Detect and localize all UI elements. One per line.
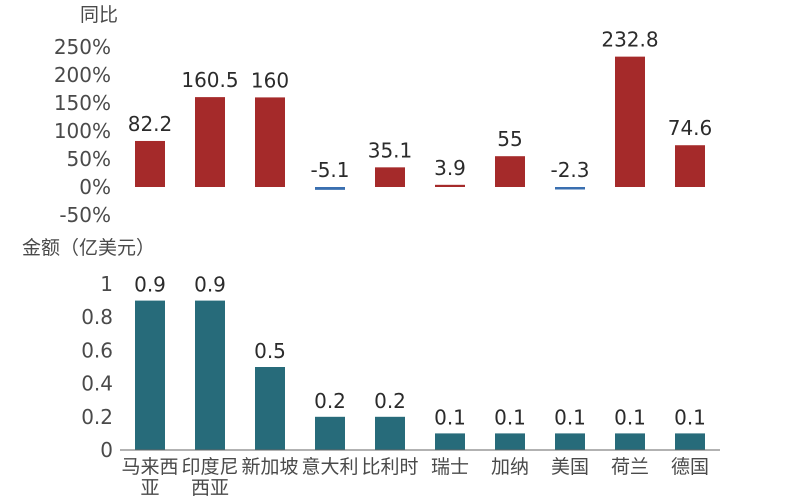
yoy-bar-chart: 250% 200% 150% 100% 50% 0% -50% 82.2 160.5 160 -5.… xyxy=(54,28,712,227)
yoy-y-tick: 0% xyxy=(79,175,111,199)
category-label: 瑞士 xyxy=(431,456,469,478)
amount-data-label: 0.1 xyxy=(614,405,646,429)
amount-y-tick: 0.6 xyxy=(81,338,113,362)
amount-data-label: 0.1 xyxy=(434,405,466,429)
amount-bar xyxy=(435,433,465,450)
yoy-bar xyxy=(315,187,345,190)
yoy-data-label: 74.6 xyxy=(668,116,713,140)
yoy-data-label: 3.9 xyxy=(434,156,466,180)
yoy-data-label: -2.3 xyxy=(550,158,589,182)
amount-data-label: 0.9 xyxy=(134,273,166,297)
category-label: 意大利 xyxy=(301,456,358,478)
amount-y-tick: 0.2 xyxy=(81,405,113,429)
amount-bar xyxy=(495,433,525,450)
yoy-bar xyxy=(495,156,525,187)
category-label: 比利时 xyxy=(361,456,418,478)
amount-y-tick: 1 xyxy=(100,272,113,296)
amount-y-tick: 0.8 xyxy=(81,305,113,329)
category-label: 加纳 xyxy=(491,456,529,478)
amount-bar xyxy=(255,367,285,450)
yoy-y-tick: 150% xyxy=(54,91,111,115)
yoy-bar xyxy=(135,140,165,187)
category-label: 印度尼西亚 xyxy=(181,456,238,499)
amount-data-label: 0.5 xyxy=(254,339,286,363)
yoy-data-label: -5.1 xyxy=(310,158,349,182)
yoy-y-tick: 50% xyxy=(67,147,111,171)
yoy-y-tick: 250% xyxy=(54,35,111,59)
yoy-bar xyxy=(375,167,405,187)
yoy-data-label: 35.1 xyxy=(368,138,413,162)
yoy-y-tick: -50% xyxy=(59,203,111,227)
amount-bar xyxy=(135,300,165,450)
yoy-data-label: 55 xyxy=(497,127,522,151)
category-label: 马来西亚 xyxy=(121,456,178,499)
amount-bar-chart: 1 0.8 0.6 0.4 0.2 0 0.9 0.9 0.5 0.2 0.2 0.1 0.1 0.1 0.… xyxy=(81,272,720,499)
amount-data-label: 0.1 xyxy=(494,405,526,429)
yoy-y-tick: 100% xyxy=(54,119,111,143)
amount-bar xyxy=(375,416,405,450)
amount-data-label: 0.2 xyxy=(314,389,346,413)
amount-bar xyxy=(675,433,705,450)
amount-data-label: 0.2 xyxy=(374,389,406,413)
bottom-chart-title: 金额（亿美元） xyxy=(22,237,155,259)
amount-data-label: 0.9 xyxy=(194,273,226,297)
yoy-data-label: 160 xyxy=(251,68,289,92)
yoy-data-label: 160.5 xyxy=(181,68,238,92)
amount-bar xyxy=(615,433,645,450)
amount-y-tick: 0.4 xyxy=(81,372,113,396)
yoy-y-tick: 200% xyxy=(54,63,111,87)
yoy-bar xyxy=(675,145,705,187)
yoy-bar xyxy=(435,184,465,187)
category-label: 美国 xyxy=(551,456,589,478)
amount-bar xyxy=(195,300,225,450)
yoy-data-label: 232.8 xyxy=(601,28,658,52)
top-chart-title: 同比 xyxy=(80,4,118,26)
yoy-bar xyxy=(555,187,585,190)
amount-y-tick: 0 xyxy=(100,438,113,462)
yoy-bar xyxy=(615,56,645,187)
amount-bar xyxy=(315,416,345,450)
amount-bar xyxy=(555,433,585,450)
yoy-bar xyxy=(195,97,225,187)
yoy-bar xyxy=(255,97,285,187)
category-label: 荷兰 xyxy=(611,456,649,478)
yoy-data-label: 82.2 xyxy=(128,112,173,136)
category-label: 德国 xyxy=(671,456,709,478)
amount-data-label: 0.1 xyxy=(554,405,586,429)
category-label: 新加坡 xyxy=(241,456,298,478)
amount-data-label: 0.1 xyxy=(674,405,706,429)
